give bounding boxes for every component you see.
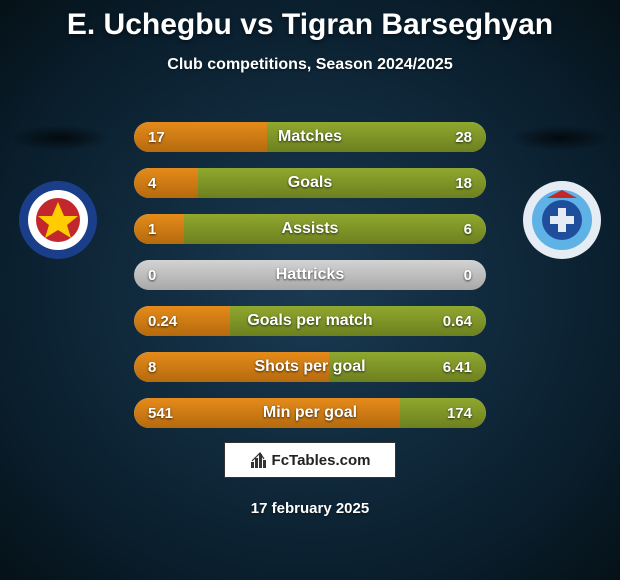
stat-label: Shots per goal: [134, 352, 486, 382]
badge-left-svg: [18, 180, 98, 260]
stat-label: Goals: [134, 168, 486, 198]
stat-row: 418Goals: [134, 168, 486, 198]
footer-brand-text: FcTables.com: [272, 452, 371, 469]
page-subtitle: Club competitions, Season 2024/2025: [0, 42, 620, 74]
badge-right-svg: [522, 180, 602, 260]
club-badge-right: [522, 180, 602, 260]
stat-label: Hattricks: [134, 260, 486, 290]
stat-row: 1728Matches: [134, 122, 486, 152]
shadow-right: [510, 125, 610, 151]
stat-label: Goals per match: [134, 306, 486, 336]
stat-row: 16Assists: [134, 214, 486, 244]
stats-bars: 1728Matches 418Goals 16Assists 00Hattricks 0…: [134, 122, 486, 444]
footer-brand-box: FcTables.com: [224, 442, 396, 478]
stat-row: 86.41Shots per goal: [134, 352, 486, 382]
page-title: E. Uchegbu vs Tigran Barseghyan: [0, 0, 620, 42]
chart-icon: [250, 451, 268, 469]
shadow-left: [10, 125, 110, 151]
stat-label: Matches: [134, 122, 486, 152]
footer-date: 17 february 2025: [0, 500, 620, 517]
stat-label: Assists: [134, 214, 486, 244]
stat-row: 00Hattricks: [134, 260, 486, 290]
club-badge-left: [18, 180, 98, 260]
stat-row: 0.240.64Goals per match: [134, 306, 486, 336]
stat-row: 541174Min per goal: [134, 398, 486, 428]
stat-label: Min per goal: [134, 398, 486, 428]
